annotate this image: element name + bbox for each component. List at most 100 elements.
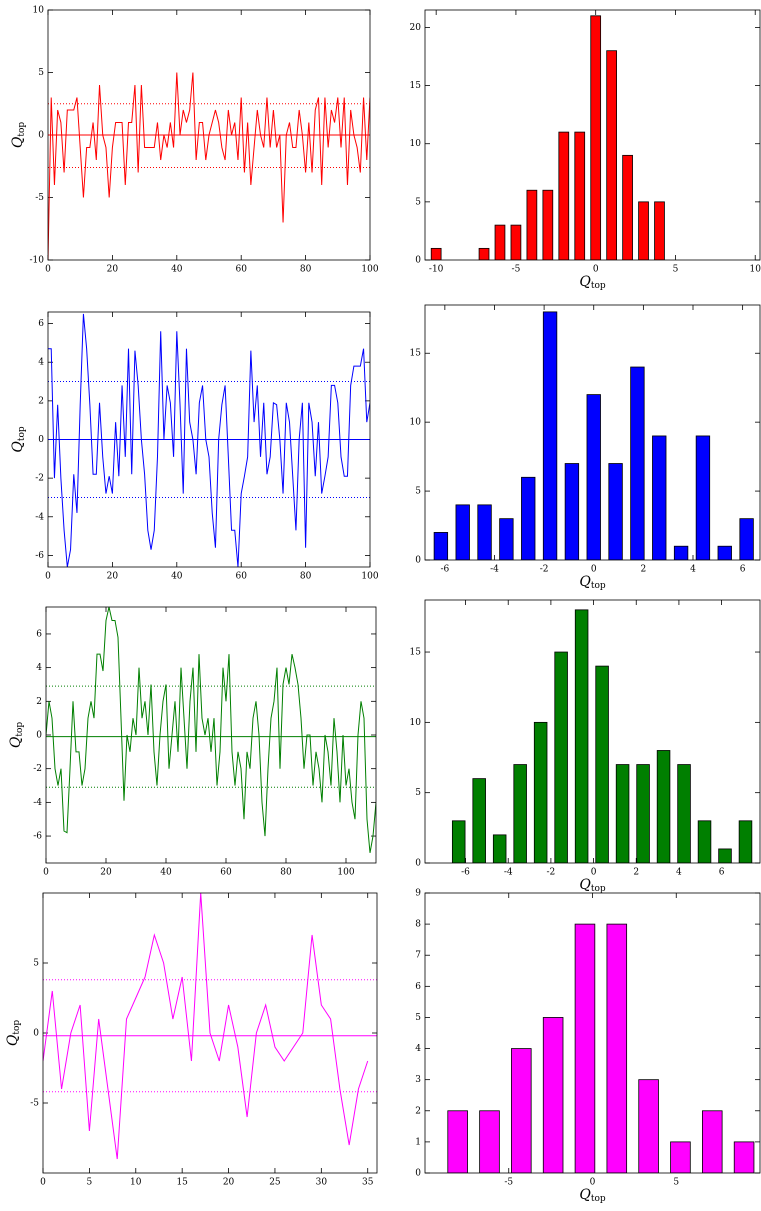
bar (479, 1110, 500, 1173)
y-tick-label: 20 (410, 23, 422, 33)
axis-label-subscript: top (591, 581, 606, 591)
y-tick-label: 0 (38, 131, 44, 141)
x-tick-label: 80 (300, 265, 312, 275)
axis-label: Qtop (10, 426, 27, 453)
x-tick-label: 60 (235, 265, 247, 275)
y-tick-label: 5 (33, 959, 39, 969)
x-tick-label: 40 (160, 868, 172, 878)
y-tick-label: 0 (415, 859, 421, 869)
bar (533, 721, 548, 863)
bar (477, 504, 492, 560)
axes-frame (424, 9, 761, 261)
bar (670, 1141, 691, 1173)
bar (455, 504, 470, 560)
x-tick-label: 0 (590, 1178, 596, 1188)
bar (608, 463, 623, 560)
bar (558, 131, 570, 260)
bar (513, 764, 527, 863)
x-tick-label: 0 (591, 565, 597, 575)
y-tick-label: 2 (415, 1106, 421, 1116)
bar (564, 463, 580, 560)
x-tick-label: 0 (45, 265, 51, 275)
x-tick-label: 2 (633, 868, 639, 878)
y-tick-label: 2 (38, 396, 44, 406)
axis-label-symbol: Q (579, 1187, 591, 1203)
axis-label-symbol: Q (5, 1034, 21, 1046)
x-tick-label: 100 (361, 265, 378, 275)
x-tick-label: 15 (176, 1178, 188, 1188)
y-tick-label: 0 (415, 556, 421, 566)
x-tick-label: -4 (504, 868, 513, 878)
bar (677, 764, 691, 863)
axis-label: Qtop (579, 1187, 606, 1204)
axis-label-subscript: top (591, 884, 606, 894)
axis-label-symbol: Q (8, 736, 24, 748)
axes-frame (42, 892, 378, 1174)
y-tick-label: 4 (415, 1044, 421, 1054)
y-tick-label: 5 (415, 487, 421, 497)
bar (595, 665, 609, 863)
bar (654, 201, 665, 260)
bar (492, 834, 507, 863)
x-tick-label: 0 (591, 868, 597, 878)
y-tick-label: 3 (415, 1075, 421, 1085)
y-tick-label: 7 (415, 951, 421, 961)
x-tick-label: 20 (100, 868, 112, 878)
x-tick-label: 0 (43, 868, 49, 878)
axis-label-subscript: top (17, 426, 27, 441)
axis-label-subscript: top (15, 722, 25, 737)
y-tick-label: 0 (415, 256, 421, 266)
y-tick-label: -4 (33, 798, 42, 808)
axis-label-symbol: Q (579, 274, 591, 290)
y-tick-label: 0 (36, 731, 42, 741)
x-tick-label: 6 (740, 565, 746, 575)
axes-frame (47, 9, 371, 261)
x-tick-label: -6 (461, 868, 470, 878)
bar (701, 1110, 723, 1173)
y-tick-label: 6 (415, 982, 421, 992)
x-tick-label: 4 (676, 868, 682, 878)
y-tick-label: 8 (415, 920, 421, 930)
axes-frame (424, 599, 761, 864)
bar (622, 154, 633, 260)
x-tick-label: 40 (171, 265, 183, 275)
y-tick-label: 10 (410, 139, 422, 149)
axis-label-symbol: Q (10, 136, 26, 148)
bar (636, 764, 650, 863)
bar (630, 366, 645, 560)
axes-frame (424, 892, 761, 1174)
x-tick-label: -2 (540, 565, 549, 575)
plot: 0 5 10 15 20 -10 -5 0 5 10 (410, 9, 761, 275)
x-tick-label: 5 (87, 1178, 93, 1188)
bar (574, 923, 596, 1173)
bar (433, 532, 449, 560)
y-tick-label: 15 (410, 81, 422, 91)
plot: 0 1 2 3 4 5 6 7 8 9 -5 0 5 (415, 889, 761, 1188)
data-line (48, 313, 370, 567)
y-tick-label: -5 (30, 1099, 39, 1109)
x-tick-label: 80 (300, 572, 312, 582)
x-tick-label: -10 (429, 265, 444, 275)
x-tick-label: 5 (673, 265, 679, 275)
x-tick-label: -4 (490, 565, 499, 575)
y-tick-label: -2 (35, 474, 44, 484)
x-tick-label: 35 (362, 1178, 374, 1188)
x-tick-label: 2 (641, 565, 647, 575)
y-tick-label: 4 (38, 358, 44, 368)
y-tick-label: 10 (33, 6, 45, 16)
x-tick-label: 20 (107, 572, 119, 582)
y-tick-label: 15 (410, 648, 422, 658)
bar (697, 820, 712, 863)
bar (738, 820, 753, 863)
bar (606, 923, 628, 1173)
x-tick-label: 40 (171, 572, 183, 582)
y-tick-label: 10 (410, 418, 422, 428)
bar (430, 247, 442, 260)
bar (673, 545, 689, 560)
x-tick-label: 10 (130, 1178, 142, 1188)
y-tick-label: 15 (410, 349, 422, 359)
bar (510, 224, 522, 260)
